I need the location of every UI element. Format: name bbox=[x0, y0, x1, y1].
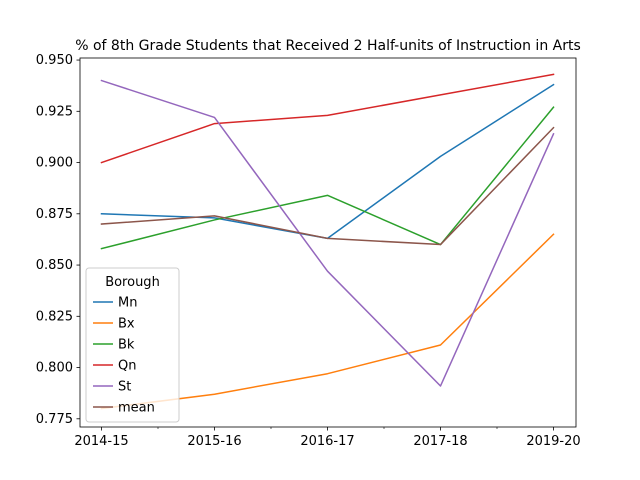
series-line-Bk bbox=[100, 106, 555, 250]
y-tick-label: 0.925 bbox=[36, 104, 73, 119]
x-tick-label: 2016-17 bbox=[300, 434, 354, 449]
legend: Borough Mn Bx Bk Qn St mean bbox=[85, 267, 180, 423]
x-tick-label: 2017-18 bbox=[413, 434, 467, 449]
legend-label-mean: mean bbox=[118, 401, 155, 416]
legend-label-Mn: Mn bbox=[118, 296, 137, 311]
x-tick-label: 2019-20 bbox=[526, 434, 580, 449]
legend-box bbox=[85, 267, 180, 423]
series-line-mean bbox=[100, 126, 555, 246]
x-tick-label: 2014-15 bbox=[74, 434, 128, 449]
plot-frame bbox=[79, 57, 577, 428]
legend-title: Borough bbox=[105, 275, 160, 290]
y-tick-label: 0.875 bbox=[36, 207, 73, 222]
y-tick-label: 0.850 bbox=[36, 258, 73, 273]
legend-label-St: St bbox=[118, 380, 131, 395]
axes-layer: 0.775 0.800 0.825 0.850 0.875 0.900 0.925 0.950… bbox=[36, 53, 581, 449]
y-tick-label: 0.775 bbox=[36, 412, 73, 427]
series-line-Qn bbox=[100, 73, 555, 164]
chart-title: % of 8th Grade Students that Received 2 … bbox=[75, 38, 581, 54]
legend-label-Bx: Bx bbox=[118, 317, 135, 332]
y-tick-label: 0.825 bbox=[36, 309, 73, 324]
series-line-St bbox=[100, 79, 555, 387]
legend-label-Bk: Bk bbox=[118, 338, 135, 353]
x-tick-label: 2015-16 bbox=[187, 434, 241, 449]
legend-label-Qn: Qn bbox=[118, 359, 136, 374]
y-tick-label: 0.950 bbox=[36, 53, 73, 68]
y-tick-label: 0.900 bbox=[36, 156, 73, 171]
y-tick-label: 0.800 bbox=[36, 361, 73, 376]
series-line-Mn bbox=[100, 83, 555, 240]
